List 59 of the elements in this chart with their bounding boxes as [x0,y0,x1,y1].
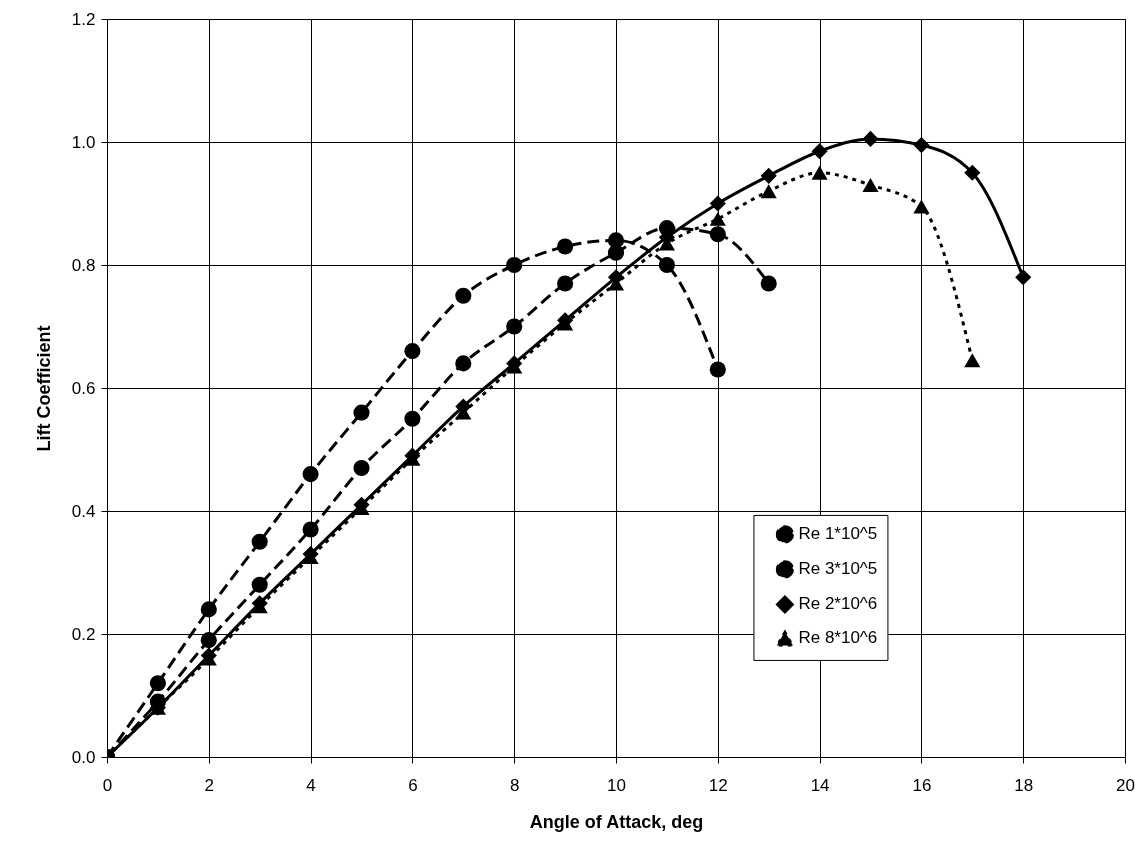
point [607,244,625,261]
point [1015,269,1032,286]
x-tick-label: 18 [1014,775,1034,795]
point [506,318,523,335]
point [709,211,726,226]
point [200,632,217,649]
point [455,287,472,304]
y-tick-label: 0.6 [71,378,96,398]
legend-label: Re 8*10^6 [798,628,878,648]
point [760,184,777,199]
legend-label: Re 3*10^5 [798,559,878,579]
y-tick-label: 0.2 [71,624,96,644]
point [557,238,574,255]
x-tick-label: 16 [912,775,932,795]
point [913,137,930,154]
x-tick-label: 4 [306,775,316,795]
point [455,355,472,372]
point [760,167,777,184]
point [302,521,319,538]
point [404,343,421,360]
point [709,361,726,378]
point [964,353,981,368]
point [811,143,828,160]
x-tick-label: 14 [810,775,830,795]
point [251,576,268,593]
y-axis-title: Lift Coefficient [33,325,54,452]
point [913,199,930,214]
x-tick-label: 0 [102,775,113,795]
point [862,178,879,193]
point [760,275,777,292]
x-tick-label: 8 [509,775,520,795]
point [149,675,166,692]
point [506,256,523,274]
legend-label: Re 2*10^6 [798,594,878,614]
legend-label: Re 1*10^5 [798,524,878,544]
x-tick-label: 12 [708,775,728,795]
x-axis-title: Angle of Attack, deg [529,811,704,832]
point [557,275,574,292]
point [200,601,217,618]
y-tick-label: 1.0 [71,132,96,152]
y-tick-label: 0.8 [71,255,96,275]
point [658,256,675,274]
point [302,466,319,483]
point [353,404,370,421]
point [964,164,981,181]
point [862,130,879,147]
point [811,165,828,180]
point [353,459,370,476]
y-tick-label: 0.4 [71,501,96,521]
x-tick-label: 10 [607,775,626,795]
point [251,533,268,550]
point [709,226,726,243]
y-tick-label: 0.0 [71,747,96,767]
y-tick-label: 1.2 [71,9,96,29]
x-tick-label: 2 [204,775,215,795]
x-tick-label: 20 [1116,775,1135,795]
point [709,195,726,212]
x-tick-label: 6 [408,775,418,795]
point [404,410,421,427]
